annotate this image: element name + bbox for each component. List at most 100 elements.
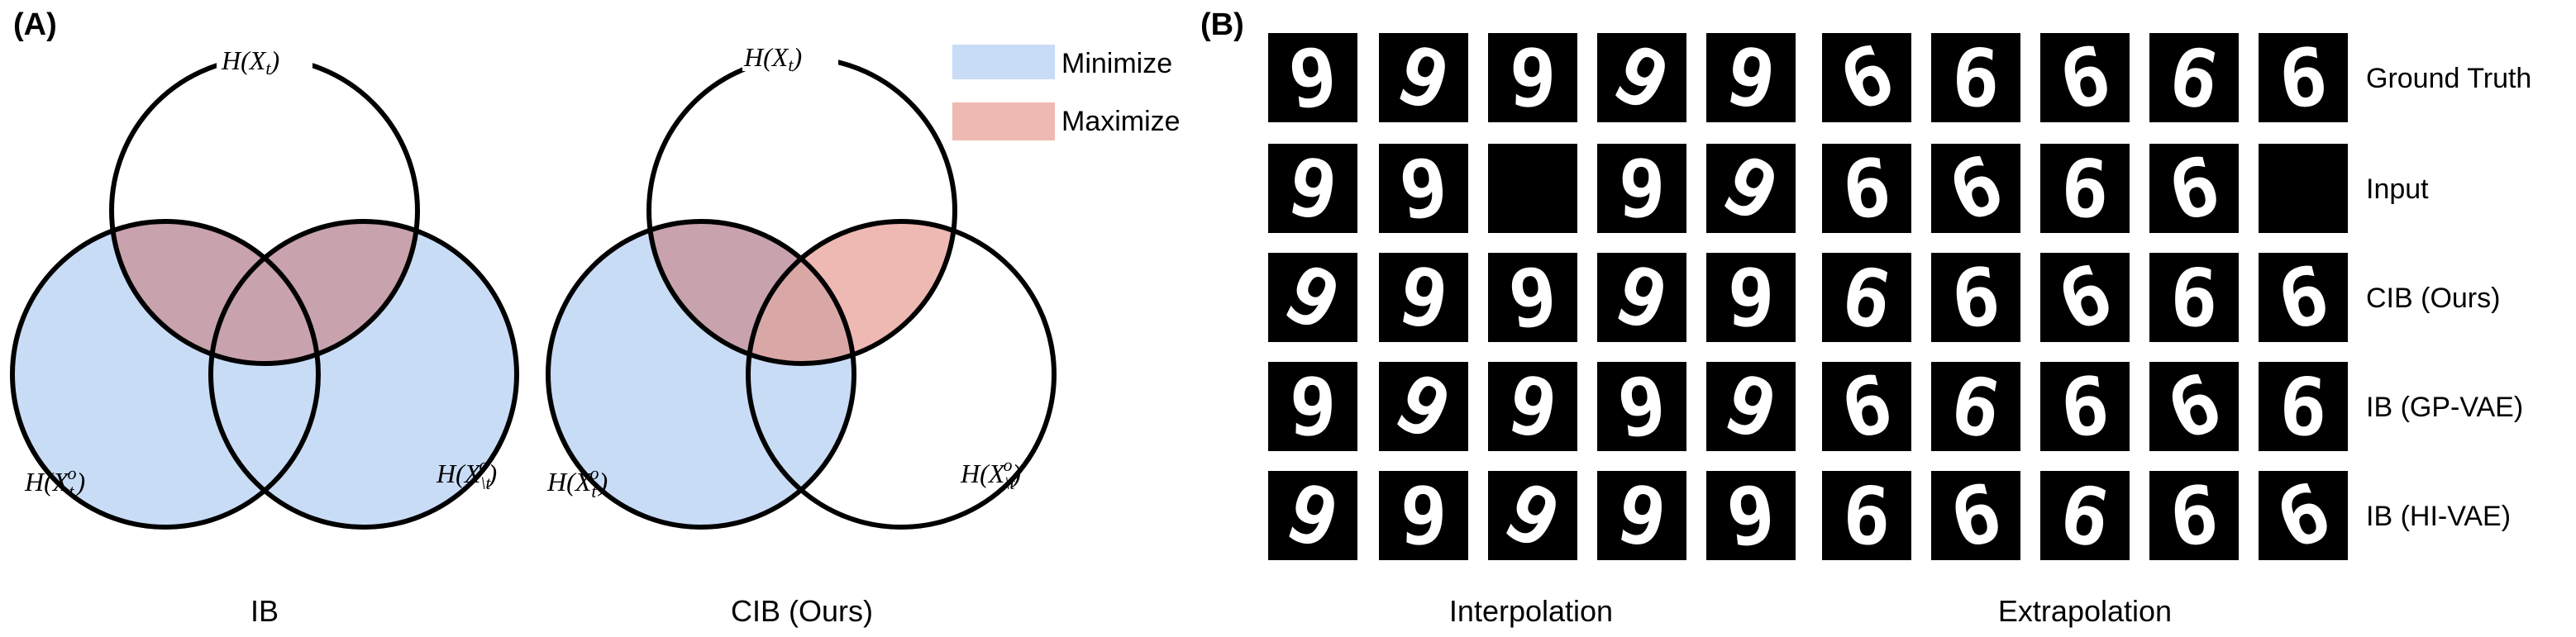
digit-tile: 6: [2040, 467, 2130, 566]
digit-tile: 9: [1597, 467, 1686, 566]
digit-glyph: 9: [1505, 250, 1562, 346]
digit-tile: 6: [2040, 142, 2130, 236]
digit-tile: 9: [1379, 140, 1468, 238]
digit-tile: 6: [1822, 26, 1911, 131]
row-label: IB (HI-VAE): [2366, 501, 2511, 532]
digit-tile: 9: [1268, 246, 1357, 350]
digit-glyph: 9: [1507, 31, 1558, 126]
row-labels: Ground Truth Input CIB (Ours) IB (GP-VAE) IB…: [2366, 63, 2531, 532]
digit-tile: 6: [2149, 139, 2239, 240]
digit-tile: 9: [1268, 30, 1357, 127]
row-label: Ground Truth: [2366, 63, 2531, 94]
digit-tile: 9: [1597, 142, 1686, 236]
interpolation-label: Interpolation: [1449, 594, 1613, 628]
ib-caption: IB: [250, 594, 279, 628]
digit-glyph: 6: [2278, 360, 2329, 454]
digit-glyph: 6: [2057, 359, 2114, 455]
digit-glyph: 6: [2275, 30, 2332, 126]
digit-tile: 6: [1931, 31, 2020, 126]
digit-glyph: 6: [2166, 468, 2223, 564]
row-label: Input: [2366, 174, 2429, 205]
digit-tile: 6: [2040, 246, 2130, 350]
digit-glyph: 9: [1614, 359, 1671, 455]
extrapolation-label: Extrapolation: [1998, 594, 2172, 628]
digit-tile: 9: [1706, 251, 1796, 345]
digit-tile: 6: [2259, 248, 2348, 349]
digit-glyph: 6: [2168, 251, 2220, 345]
digit-tile: 6: [2259, 360, 2348, 454]
cib-right-label: H(X\to): [960, 454, 1021, 493]
digit-glyph: 9: [1287, 360, 1338, 454]
digit-tile: 6: [1822, 249, 1911, 348]
digit-tile: 9: [1706, 29, 1796, 128]
legend-minimize-swatch: [952, 45, 1055, 79]
digit-glyph: 6: [1839, 140, 1896, 237]
digit-tile: 6: [2040, 359, 2130, 456]
digit-tile: [1488, 144, 1577, 233]
digit-tile: [2259, 144, 2348, 233]
digit-tile: 6: [1931, 250, 2020, 347]
digit-tile: 6: [1822, 357, 1911, 458]
digit-tile: 9: [1488, 250, 1577, 347]
digit-tile: 9: [1488, 358, 1577, 457]
digit-tile: 6: [1931, 137, 2020, 241]
digit-tile: 9: [1268, 140, 1357, 239]
digit-glyph: 6: [1950, 31, 2001, 126]
digit-tile: 9: [1379, 355, 1468, 459]
ib-left-label: H(Xto): [24, 463, 85, 502]
digit-tile: 9: [1597, 26, 1686, 131]
digit-tile: 6: [1822, 140, 1911, 238]
legend: Minimize Maximize: [952, 45, 1181, 140]
ib-right-label: H(X\to): [436, 454, 497, 493]
digit-tile: 9: [1379, 469, 1468, 563]
cib-left-label: H(Xto): [546, 463, 608, 502]
digit-tile: 9: [1268, 360, 1357, 454]
digit-tile: 9: [1706, 137, 1796, 241]
ib-left-circle: [10, 219, 321, 530]
digit-tile: 9: [1488, 31, 1577, 126]
ib-right-circle: [208, 219, 519, 530]
digit-glyph: 9: [1285, 30, 1342, 126]
digit-tile: 9: [1488, 464, 1577, 568]
ib-top-right-overlap: [211, 221, 417, 364]
digit-glyph: 6: [1841, 469, 1892, 563]
digit-tile: 9: [1597, 359, 1686, 456]
digit-tile: 6: [2149, 29, 2239, 128]
cib-left-circle: [546, 219, 856, 530]
digit-glyph: 6: [1948, 250, 2005, 346]
row-label: IB (GP-VAE): [2366, 392, 2523, 423]
digit-tile: 6: [1931, 466, 2020, 567]
digit-tile: 6: [2149, 251, 2239, 345]
digit-tile: 6: [2259, 464, 2348, 568]
panel-a-label: (A): [13, 7, 57, 42]
digit-glyph: 9: [1398, 469, 1449, 563]
digit-tile: 9: [1379, 249, 1468, 348]
row-label: CIB (Ours): [2366, 283, 2500, 314]
digit-tile: 6: [2040, 28, 2130, 129]
digit-tile: 6: [1931, 358, 2020, 457]
digit-tile: 6: [1822, 469, 1911, 563]
legend-maximize-swatch: [952, 102, 1055, 140]
cib-top-label: H(Xt): [743, 42, 802, 75]
cib-right-circle: [746, 219, 1057, 530]
ib-top-label: H(Xt): [221, 45, 279, 78]
digit-tile: 6: [2149, 468, 2239, 565]
cib-center-overlap: [748, 221, 854, 364]
legend-maximize-label: Maximize: [1061, 106, 1181, 137]
legend-minimize-label: Minimize: [1061, 48, 1172, 79]
digit-glyph: 9: [1395, 140, 1453, 237]
digit-tile: 6: [2149, 355, 2239, 459]
panel-b-label: (B): [1200, 7, 1244, 42]
digit-glyph: 9: [1616, 142, 1667, 236]
digit-tile: 9: [1268, 465, 1357, 568]
digit-glyph: 9: [1723, 468, 1780, 564]
ib-venn-diagram: H(Xt) H(Xto) H(X\to) IB: [10, 45, 519, 628]
digit-tile: 9: [1706, 356, 1796, 459]
digit-tile: 9: [1379, 27, 1468, 130]
digit-tile: 9: [1706, 468, 1796, 565]
digit-tile: 9: [1597, 247, 1686, 349]
cib-venn-diagram: H(Xt) H(Xto) H(X\to) CIB (Ours): [546, 42, 1057, 628]
digit-glyph: 6: [2059, 142, 2111, 236]
digit-tile: 6: [2259, 30, 2348, 127]
